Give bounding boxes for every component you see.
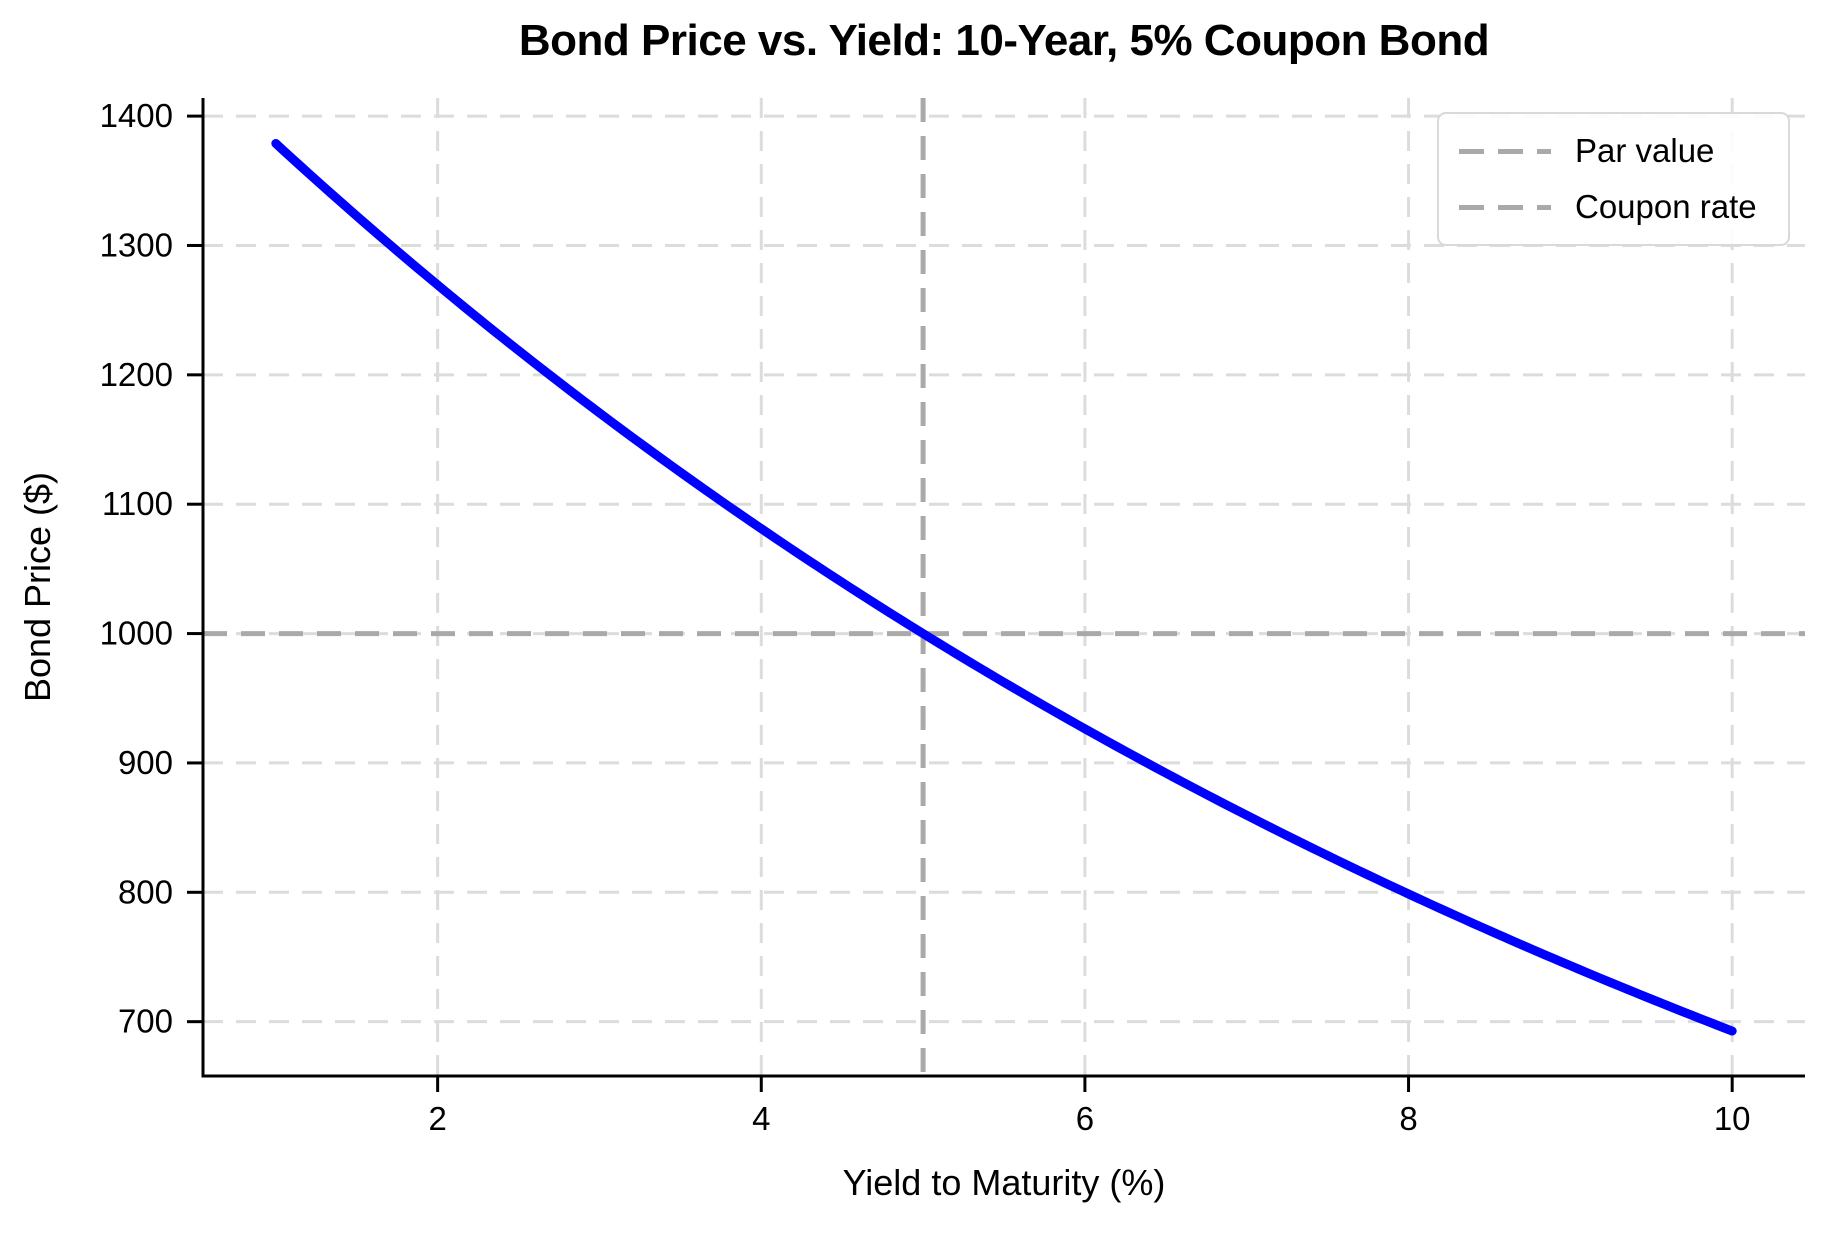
y-tick-label: 1100 bbox=[102, 485, 173, 522]
legend-item-coupon-rate: Coupon rate bbox=[1459, 184, 1770, 230]
legend: Par value Coupon rate bbox=[1437, 112, 1790, 246]
legend-item-par-value: Par value bbox=[1459, 128, 1770, 174]
y-tick-label: 800 bbox=[118, 873, 173, 910]
y-tick-label: 1300 bbox=[100, 226, 173, 263]
x-tick-label: 6 bbox=[1076, 1100, 1094, 1137]
y-tick-label: 900 bbox=[118, 744, 173, 781]
x-tick-label: 10 bbox=[1714, 1100, 1751, 1137]
x-tick-label: 8 bbox=[1399, 1100, 1417, 1137]
x-tick-label: 2 bbox=[428, 1100, 446, 1137]
y-tick-label: 1400 bbox=[100, 97, 173, 134]
x-axis-label: Yield to Maturity (%) bbox=[842, 1162, 1166, 1203]
y-axis: 700 800 900 1000 1100 1200 1300 1400 bbox=[100, 97, 203, 1040]
x-axis: 2 4 6 8 10 bbox=[428, 1076, 1751, 1137]
y-tick-label: 1200 bbox=[100, 356, 173, 393]
dashed-line-icon bbox=[1459, 204, 1551, 210]
y-tick-label: 700 bbox=[118, 1003, 173, 1040]
y-axis-label: Bond Price ($) bbox=[17, 471, 58, 703]
legend-label-par-value: Par value bbox=[1575, 132, 1715, 169]
dashed-line-icon bbox=[1459, 148, 1551, 154]
legend-label-coupon-rate: Coupon rate bbox=[1575, 188, 1757, 225]
axes-spines bbox=[201, 98, 1805, 1078]
chart-title: Bond Price vs. Yield: 10-Year, 5% Coupon… bbox=[518, 16, 1490, 65]
bond-price-curve bbox=[271, 138, 1737, 1036]
x-tick-label: 4 bbox=[752, 1100, 770, 1137]
y-tick-label: 1000 bbox=[100, 615, 173, 652]
